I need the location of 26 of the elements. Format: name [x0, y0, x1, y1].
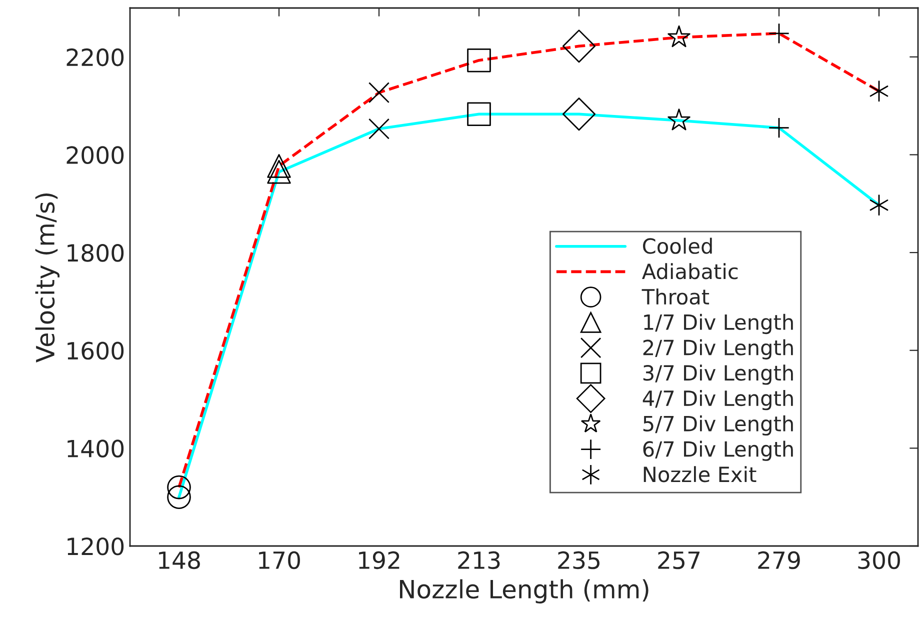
x-tick-label: 192 [359, 551, 400, 570]
x-tick-label: 279 [758, 551, 800, 570]
legend-label: 2/7 Div Length [643, 339, 793, 360]
legend-label: Cooled [643, 238, 712, 254]
x-tick-label: 300 [858, 551, 900, 570]
x-tick-label: 235 [558, 551, 600, 570]
x-tick-label: 170 [259, 551, 300, 570]
legend-label: 5/7 Div Length [643, 415, 793, 436]
y-tick-label: 1600 [68, 342, 124, 360]
x-axis-title: Nozzle Length (mm) [400, 579, 648, 604]
legend-label: Throat [642, 288, 710, 305]
legend-label: 4/7 Div Length [642, 390, 793, 410]
legend-label: Nozzle Exit [644, 466, 756, 482]
legend-label: 1/7 Div Length [644, 314, 793, 334]
x-tick-label: 148 [159, 551, 200, 570]
y-tick-label: 1200 [68, 537, 124, 556]
y-tick-label: 2000 [66, 146, 124, 164]
x-tick-label: 257 [658, 551, 700, 570]
y-tick-label: 2200 [66, 48, 124, 66]
legend-label: 6/7 Div Length [643, 440, 793, 461]
legend-label: Adiabatic [642, 263, 738, 280]
y-axis-title: Velocity (m/s) [35, 193, 60, 362]
x-tick-label: 213 [458, 551, 500, 570]
y-tick-label: 1800 [68, 244, 124, 262]
y-tick-label: 1400 [68, 440, 124, 458]
legend-label: 3/7 Div Length [643, 364, 793, 385]
